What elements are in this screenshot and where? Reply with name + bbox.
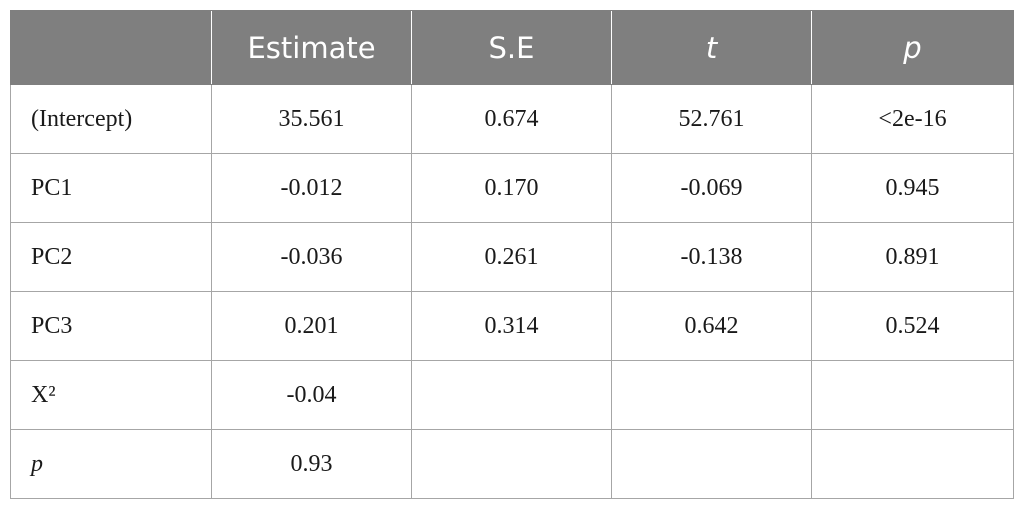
cell-t: 52.761 (611, 84, 812, 154)
header-cell-blank (10, 10, 212, 85)
cell-t: -0.069 (611, 153, 812, 223)
cell-estimate: 0.201 (211, 291, 412, 361)
header-cell-p: p (811, 10, 1014, 85)
table-row: (Intercept) 35.561 0.674 52.761 <2e-16 (10, 84, 1014, 154)
cell-p: 0.524 (811, 291, 1014, 361)
cell-p (811, 360, 1014, 430)
table-row: PC3 0.201 0.314 0.642 0.524 (10, 291, 1014, 361)
table-row: PC2 -0.036 0.261 -0.138 0.891 (10, 222, 1014, 292)
cell-t (611, 360, 812, 430)
row-label-pc2: PC2 (10, 222, 212, 292)
table-row: PC1 -0.012 0.170 -0.069 0.945 (10, 153, 1014, 223)
cell-t: -0.138 (611, 222, 812, 292)
header-row: Estimate S.E t p (10, 10, 1014, 85)
cell-estimate: 0.93 (211, 429, 412, 499)
cell-se (411, 360, 612, 430)
regression-table: Estimate S.E t p (Intercept) 35.561 0.67… (10, 10, 1014, 499)
cell-t: 0.642 (611, 291, 812, 361)
cell-p: <2e-16 (811, 84, 1014, 154)
regression-table-container: Estimate S.E t p (Intercept) 35.561 0.67… (10, 10, 1014, 499)
row-label-pc1: PC1 (10, 153, 212, 223)
cell-estimate: -0.04 (211, 360, 412, 430)
cell-estimate: 35.561 (211, 84, 412, 154)
header-cell-se: S.E (411, 10, 612, 85)
row-label-intercept: (Intercept) (10, 84, 212, 154)
cell-estimate: -0.036 (211, 222, 412, 292)
cell-p: 0.945 (811, 153, 1014, 223)
cell-estimate: -0.012 (211, 153, 412, 223)
row-label-chi-square: X² (10, 360, 212, 430)
table-row: X² -0.04 (10, 360, 1014, 430)
cell-se: 0.261 (411, 222, 612, 292)
cell-p (811, 429, 1014, 499)
cell-t (611, 429, 812, 499)
row-label-pc3: PC3 (10, 291, 212, 361)
table-row: p 0.93 (10, 429, 1014, 499)
cell-se: 0.170 (411, 153, 612, 223)
row-label-p: p (10, 429, 212, 499)
cell-se: 0.314 (411, 291, 612, 361)
cell-se: 0.674 (411, 84, 612, 154)
cell-p: 0.891 (811, 222, 1014, 292)
header-cell-estimate: Estimate (211, 10, 412, 85)
header-cell-t: t (611, 10, 812, 85)
cell-se (411, 429, 612, 499)
